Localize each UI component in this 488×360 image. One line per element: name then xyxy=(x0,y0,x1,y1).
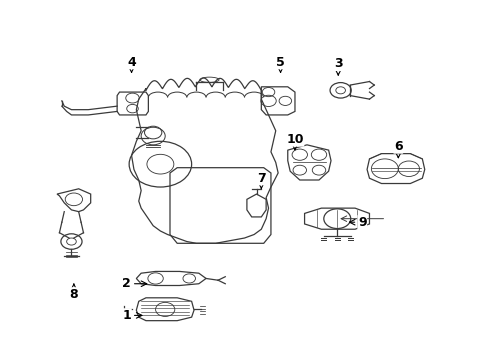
Text: 8: 8 xyxy=(69,284,78,301)
Text: 7: 7 xyxy=(256,172,265,189)
Text: 9: 9 xyxy=(357,216,366,229)
Text: 6: 6 xyxy=(393,140,402,158)
Text: 3: 3 xyxy=(333,58,342,75)
Text: 5: 5 xyxy=(276,56,285,72)
Text: 4: 4 xyxy=(127,56,136,72)
Text: 10: 10 xyxy=(285,133,303,150)
Text: 2: 2 xyxy=(122,277,146,290)
Text: 1: 1 xyxy=(122,309,142,322)
